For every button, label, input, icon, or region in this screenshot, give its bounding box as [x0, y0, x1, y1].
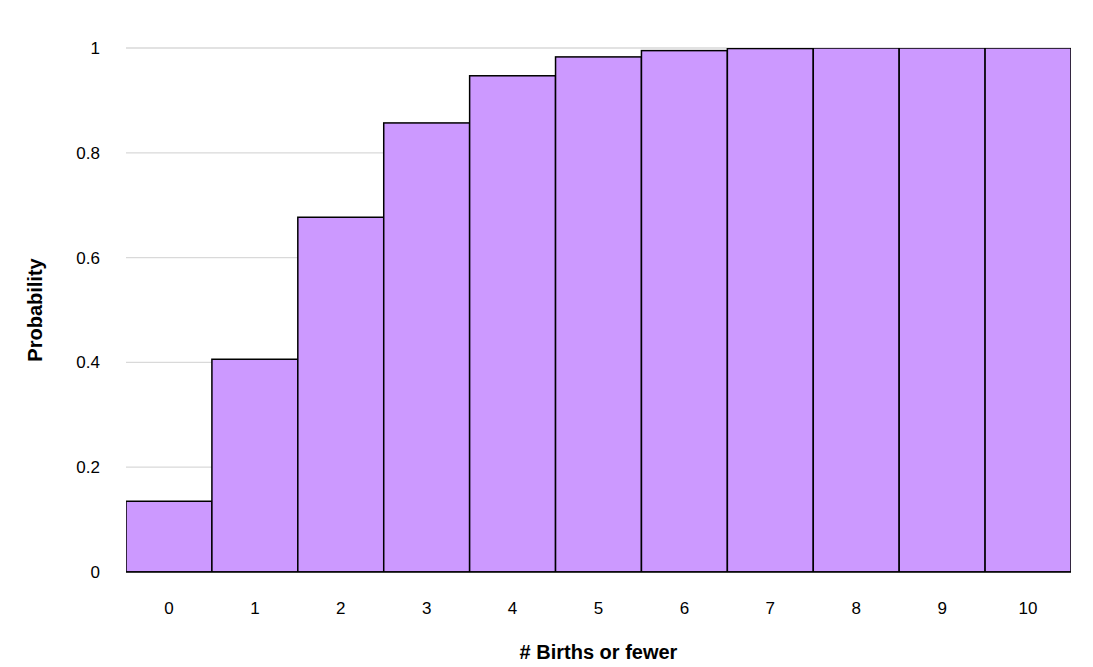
bar [813, 48, 899, 572]
chart-container: 00.20.40.60.81012345678910# Births or fe… [0, 0, 1093, 667]
bar [727, 49, 813, 572]
bar [985, 48, 1071, 572]
bar [470, 76, 556, 572]
y-tick-label: 0.2 [76, 458, 100, 477]
x-tick-label: 7 [766, 599, 775, 618]
x-axis-title: # Births or fewer [520, 641, 678, 663]
y-tick-label: 1 [91, 39, 100, 58]
bar [556, 57, 642, 572]
bar [384, 123, 470, 572]
x-tick-label: 4 [508, 599, 517, 618]
x-tick-label: 10 [1019, 599, 1038, 618]
y-tick-label: 0.6 [76, 249, 100, 268]
bar [212, 359, 298, 572]
x-tick-label: 1 [250, 599, 259, 618]
x-tick-label: 6 [680, 599, 689, 618]
y-tick-label: 0.4 [76, 353, 100, 372]
bar [899, 48, 985, 572]
x-tick-label: 8 [851, 599, 860, 618]
bars [126, 48, 1071, 572]
y-tick-label: 0 [91, 563, 100, 582]
bar [298, 217, 384, 572]
y-axis-title: Probability [24, 257, 46, 361]
y-tick-label: 0.8 [76, 144, 100, 163]
x-axis-line [126, 571, 1071, 573]
x-tick-label: 5 [594, 599, 603, 618]
x-tick-label: 3 [422, 599, 431, 618]
x-tick-label: 9 [937, 599, 946, 618]
grid-line [126, 571, 1071, 572]
chart-svg: 00.20.40.60.81012345678910# Births or fe… [0, 0, 1093, 667]
x-tick-label: 0 [164, 599, 173, 618]
x-tick-label: 2 [336, 599, 345, 618]
bar [641, 51, 727, 572]
bar [126, 501, 212, 572]
